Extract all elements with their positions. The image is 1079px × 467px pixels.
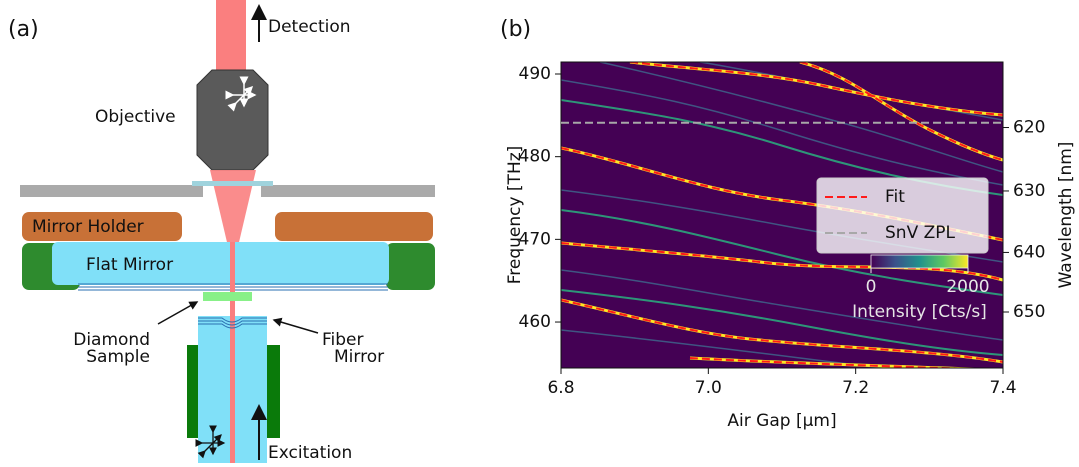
colorbar — [870, 254, 969, 269]
x-tick-label: 7.4 — [989, 378, 1016, 398]
beam — [230, 242, 235, 292]
x-tick-label: 7.2 — [842, 378, 869, 398]
x-axis-label: Air Gap [μm] — [727, 411, 836, 431]
diamond-sample-label: Diamond Sample — [73, 330, 150, 367]
panel-b: (b) — [500, 17, 1076, 431]
plate — [261, 185, 435, 197]
detection-beam — [216, 0, 246, 72]
flat-mirror — [52, 242, 389, 285]
mirror-holder — [22, 212, 182, 241]
flat-mirror-label: Flat Mirror — [86, 255, 173, 275]
panel-label: (b) — [500, 17, 531, 42]
mount — [386, 243, 435, 290]
colorbar-tick-label: 0 — [866, 277, 877, 297]
y2-tick-label: 630 — [1013, 181, 1045, 201]
detection-label: Detection — [268, 17, 351, 37]
plot-frame — [560, 61, 1004, 369]
legend-label: SnV ZPL — [885, 223, 955, 243]
y2-axis-label: Wavelength [nm] — [1056, 142, 1076, 289]
beam — [230, 316, 235, 463]
window — [192, 181, 273, 186]
x-tick-label: 7.0 — [695, 378, 722, 398]
y-tick-label: 460 — [519, 312, 551, 332]
diamond-sample — [203, 292, 252, 301]
y-tick-label: 490 — [519, 64, 551, 84]
panel-a: (a) Detection Objective Mirror Holder Fl… — [8, 0, 435, 463]
fiber-mirror-label: Fiber Mirror — [322, 330, 384, 367]
panel-label: (a) — [8, 17, 39, 42]
fiber-mirror — [198, 317, 267, 329]
y-tick-label: 480 — [519, 147, 551, 167]
pointer-arrow — [272, 317, 319, 334]
fiber-translation-icon — [195, 425, 226, 459]
legend — [816, 177, 989, 254]
objective-translation-icon — [225, 76, 257, 112]
colorbar-tick-label: 2000 — [946, 277, 989, 297]
y2-tick-label: 640 — [1013, 242, 1045, 262]
ferrule — [267, 345, 280, 438]
y2-tick-label: 650 — [1013, 302, 1045, 322]
excitation-label: Excitation — [268, 443, 352, 463]
objective-label: Objective — [95, 107, 176, 127]
mirror-holder — [275, 212, 433, 241]
legend-label: Fit — [885, 187, 905, 207]
y-axis-label: Frequency [THz] — [505, 146, 525, 285]
plate — [20, 185, 203, 197]
focused-beam — [210, 170, 256, 255]
colorbar-label: Intensity [Cts/s] — [852, 302, 987, 322]
pointer-arrow — [157, 301, 199, 325]
ferrule — [187, 345, 199, 438]
objective — [196, 69, 269, 171]
y2-tick-label: 620 — [1013, 118, 1045, 138]
y-tick-label: 470 — [519, 229, 551, 249]
x-tick-label: 6.8 — [547, 378, 574, 398]
mirror-holder-label: Mirror Holder — [32, 217, 144, 237]
